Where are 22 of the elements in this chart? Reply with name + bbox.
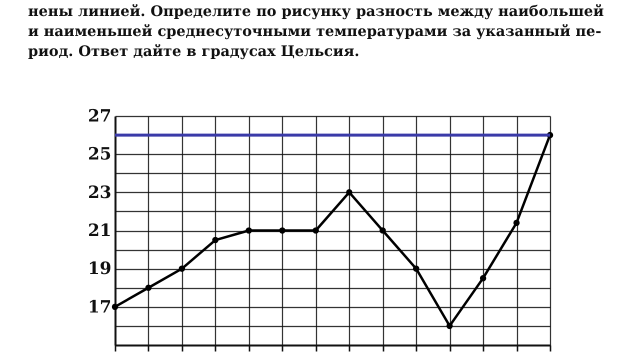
point — [145, 284, 152, 291]
text: риод. Ответ дайте в градусах Цельсия. — [28, 42, 360, 62]
point — [178, 266, 186, 272]
text: нены линией. Определите по рисунку разность между наибольшей — [28, 2, 604, 22]
point — [513, 220, 520, 226]
y-tick-label: 21 — [88, 221, 112, 241]
point — [412, 266, 420, 272]
y-tick-label: 23 — [88, 182, 112, 203]
point — [312, 227, 319, 234]
point — [112, 304, 118, 310]
y-tick-label: 27 — [88, 106, 112, 126]
y-tick-label: 17 — [88, 297, 112, 318]
point — [480, 275, 486, 282]
text: и наименьшей среднесуточными температурами за указанный пе- — [28, 22, 602, 42]
y-tick-label: 25 — [88, 144, 112, 165]
point — [246, 227, 252, 234]
point — [380, 227, 386, 234]
point — [446, 322, 453, 330]
point — [212, 236, 219, 244]
y-tick-label: 19 — [88, 259, 112, 280]
point — [346, 189, 352, 196]
point — [279, 227, 286, 234]
